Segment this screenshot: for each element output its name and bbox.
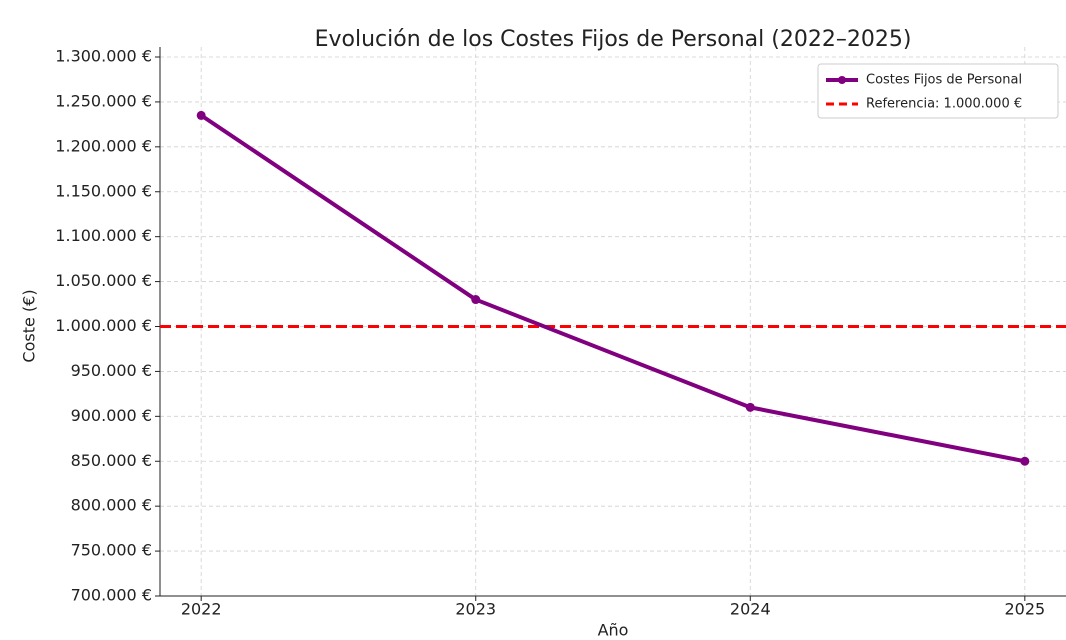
y-tick-label: 1.000.000 € [55,316,152,335]
y-tick-label: 1.100.000 € [55,226,152,245]
legend-box [817,63,1059,119]
x-tick-label: 2025 [1004,600,1045,619]
data-point [1020,456,1030,466]
data-point [471,295,481,305]
legend-label: Costes Fijos de Personal [866,73,1022,88]
x-tick-label: 2023 [455,600,496,619]
data-point [745,402,755,412]
y-tick-label: 1.200.000 € [55,136,152,155]
x-tick-label: 2022 [181,600,222,619]
y-tick-label: 1.300.000 € [55,47,152,66]
data-line [200,113,1026,464]
legend-label: Referencia: 1.000.000 € [866,97,1022,112]
y-tick-label: 750.000 € [71,541,152,560]
y-axis-label: Coste (€) [20,289,39,362]
y-tick-label: 1.050.000 € [55,271,152,290]
x-axis-label: Año [598,621,629,640]
y-tick-label: 700.000 € [71,586,152,605]
data-point [196,110,206,120]
legend-marker [838,76,846,84]
y-tick-label: 1.250.000 € [55,91,152,110]
y-tick-label: 850.000 € [71,451,152,470]
chart-title: Evolución de los Costes Fijos de Persona… [315,27,912,52]
legend: Costes Fijos de Personal Referencia: 1.00… [817,63,1059,119]
y-tick-label: 900.000 € [71,406,152,425]
x-tick-label: 2024 [730,600,771,619]
y-tick-label: 950.000 € [71,361,152,380]
y-tick-label: 800.000 € [71,496,152,515]
y-tick-label: 1.150.000 € [55,181,152,200]
